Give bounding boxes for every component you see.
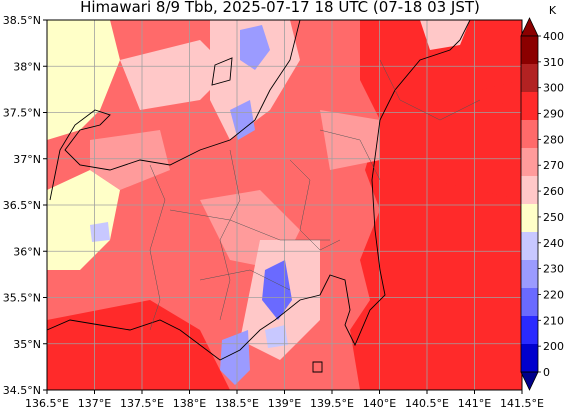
colorbar-unit: K: [549, 4, 557, 17]
field-pink-6: [320, 110, 380, 170]
y-tick-label: 35.5°N: [3, 292, 41, 305]
colorbar-band: [521, 36, 538, 64]
x-tick-label: 141.5°E: [500, 397, 544, 409]
colorbar-label: 310: [543, 56, 564, 69]
x-tick-label: 140.5°E: [405, 397, 449, 409]
coast-sado: [211, 57, 233, 86]
field-pink-1: [120, 40, 230, 110]
border-6: [199, 269, 291, 291]
x-tick-label: 137°E: [78, 397, 111, 409]
x-tick-label: 138°E: [173, 397, 206, 409]
colorbar-band: [521, 92, 538, 120]
colorbar-frame: [520, 35, 539, 373]
cloud-cool-6: [265, 325, 288, 348]
colorbar-band: [521, 316, 538, 344]
field-warm-mid: [410, 100, 522, 200]
y-tick-label: 36.5°N: [3, 199, 41, 212]
colorbar-band: [521, 232, 538, 260]
coast-izu-oshima: [312, 361, 323, 373]
field-warm-south: [47, 300, 230, 390]
field-cool-nw: [47, 20, 120, 140]
colorbar-extend-top: [520, 17, 539, 37]
y-tick-label: 35°N: [13, 338, 41, 351]
longitude-ticks: 136.5°E 137°E 137.5°E 138°E 138.5°E 139°E 139.…: [25, 390, 544, 409]
y-tick-label: 36°N: [13, 245, 41, 258]
y-tick-label: 37°N: [13, 153, 41, 166]
colorbar-band: [521, 176, 538, 204]
cloud-cold-2: [230, 100, 255, 140]
colorbar-band: [521, 288, 538, 316]
border-4: [319, 129, 381, 181]
coastlines: [47, 20, 471, 373]
colorbar-label: 400: [543, 30, 564, 43]
field-warm-ne: [450, 30, 522, 90]
x-tick-label: 139.5°E: [310, 397, 354, 409]
y-tick-label: 38.5°N: [3, 14, 41, 27]
colorbar-label: 220: [543, 288, 564, 301]
colorbar-label: 230: [543, 263, 564, 276]
colorbar-label: 240: [543, 237, 564, 250]
colorbar-band: [521, 344, 538, 372]
y-tick-label: 38°N: [13, 60, 41, 73]
x-tick-label: 139°E: [268, 397, 301, 409]
cloud-cold-1: [240, 25, 270, 70]
y-tick-label: 37.5°N: [3, 107, 41, 120]
colorbar-label: 210: [543, 314, 564, 327]
colorbar-band: [521, 260, 538, 288]
cloud-cool-5: [90, 222, 110, 242]
colorbar-band: [521, 204, 538, 232]
coast-japan-sea: [49, 20, 301, 201]
border-3: [289, 159, 341, 251]
x-tick-label: 137.5°E: [120, 397, 164, 409]
admin-borders: [149, 59, 481, 331]
field-cool-west: [47, 170, 120, 270]
colorbar-label: 290: [543, 108, 564, 121]
colorbar-label: 200: [543, 340, 564, 353]
colorbar-label: 0: [543, 366, 550, 379]
coast-pacific: [47, 20, 471, 361]
colorbar-label: 280: [543, 133, 564, 146]
border-7: [379, 59, 481, 121]
x-tick-label: 138.5°E: [215, 397, 259, 409]
graticule: [47, 20, 522, 390]
border-1: [149, 164, 166, 331]
colorbar-label: 250: [543, 211, 564, 224]
colorbar-band: [521, 64, 538, 92]
x-tick-label: 136.5°E: [25, 397, 69, 409]
y-tick-label: 34.5°N: [3, 384, 41, 397]
colorbar-extend-bottom: [520, 371, 539, 391]
x-tick-label: 140°E: [363, 397, 396, 409]
x-tick-label: 141°E: [458, 397, 491, 409]
colorbar-label: 270: [543, 159, 564, 172]
border-5: [169, 209, 330, 241]
colorbar-band: [521, 120, 538, 148]
colorbar-band: [521, 148, 538, 176]
latitude-ticks: 38.5°N 38°N 37.5°N 37°N 36.5°N 36°N 35.5°N 35°N…: [3, 14, 47, 397]
map-title: Himawari 8/9 Tbb, 2025-07-17 18 UTC (07-…: [80, 0, 480, 16]
colorbar: 400 310 300 290 280 270 260 250 240 230 220 210 200 0…: [520, 4, 564, 391]
field-pink-2: [90, 130, 170, 190]
colorbar-label: 300: [543, 82, 564, 95]
border-2: [219, 149, 241, 321]
colorbar-label: 260: [543, 185, 564, 198]
